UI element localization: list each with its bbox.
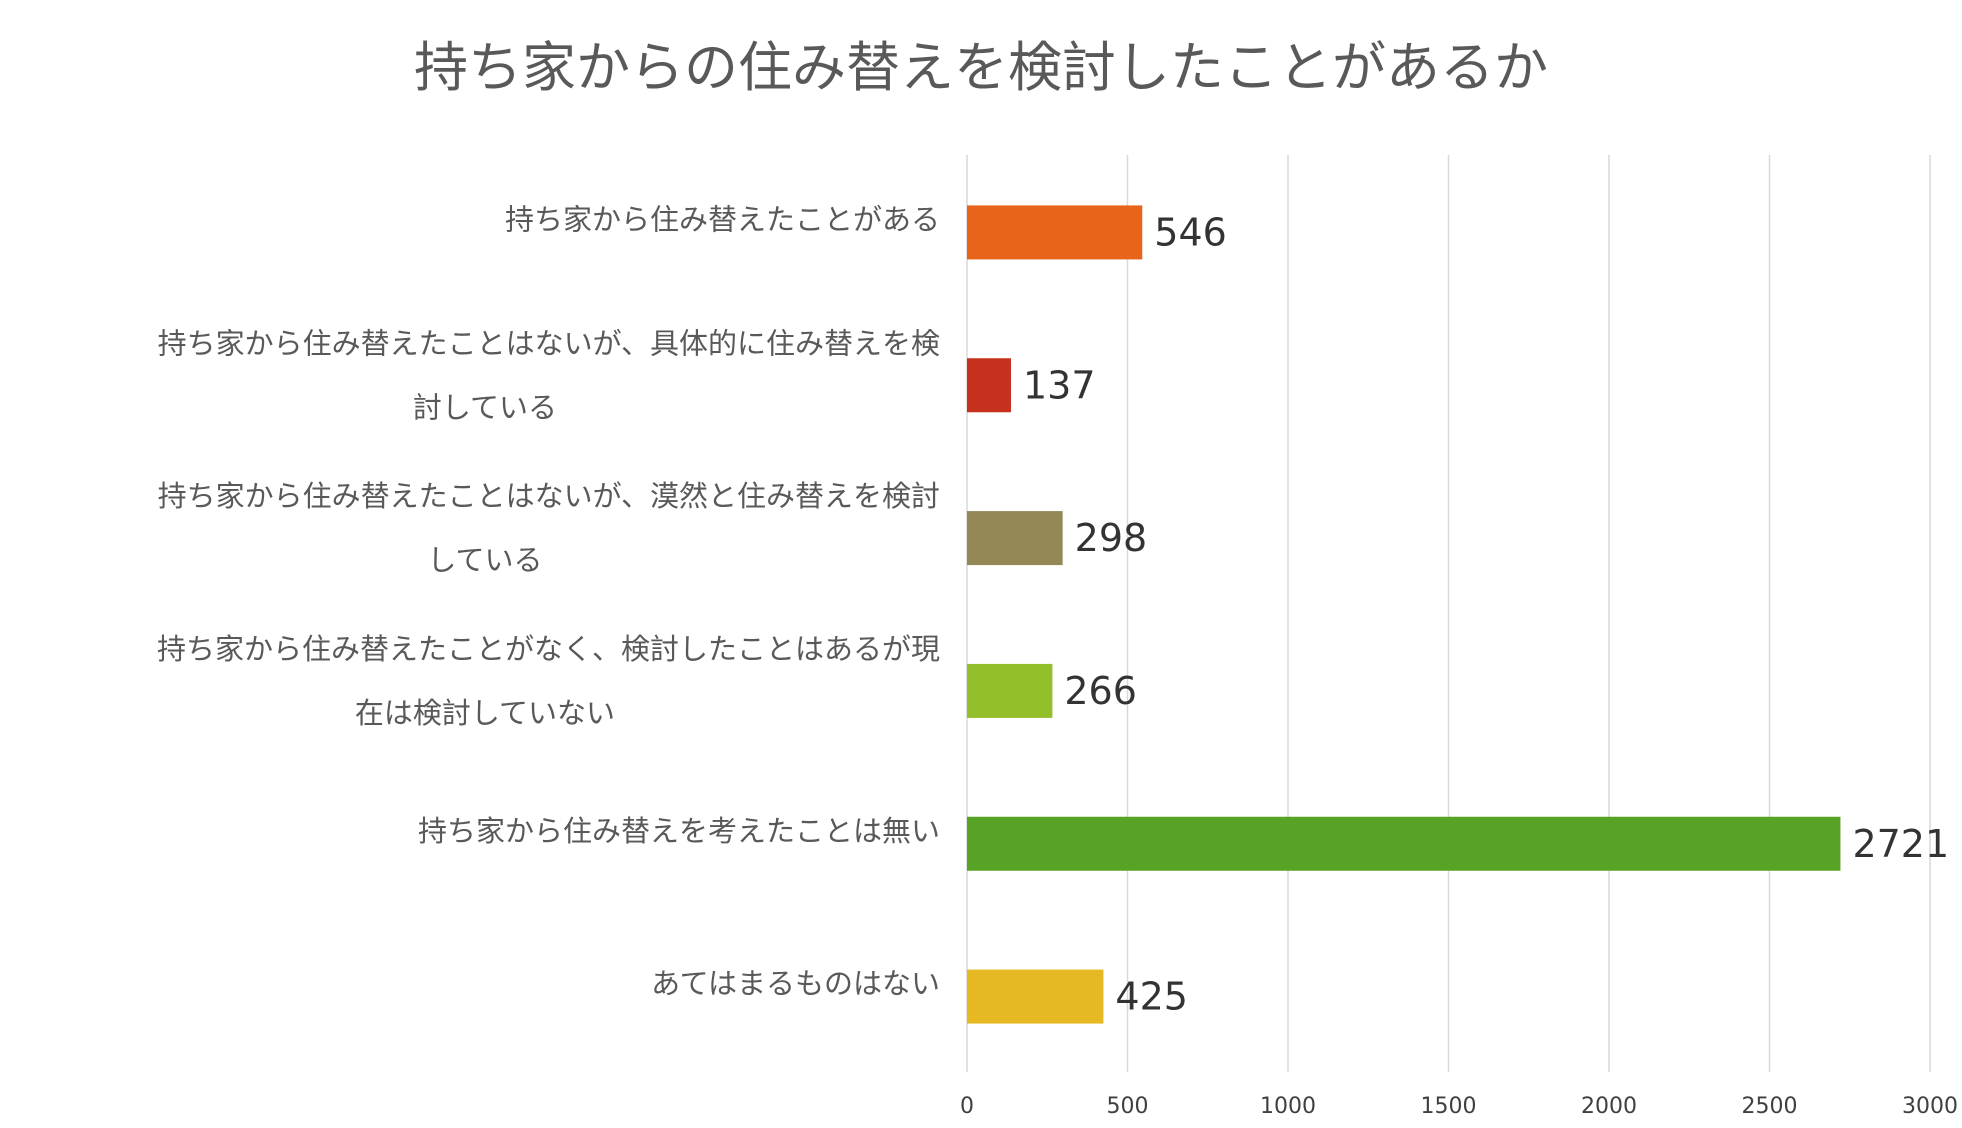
bar (967, 969, 1104, 1024)
category-labels: 持ち家から住み替えたことがある持ち家から住み替えたことはないが、具体的に住み替え… (157, 202, 940, 1000)
category-label-line1: 持ち家から住み替えたことがなく、検討したことはあるが現 (157, 632, 940, 666)
category-label-line1: 持ち家から住み替えたことはないが、漠然と住み替えを検討 (158, 479, 940, 513)
data-label: 298 (1075, 516, 1148, 560)
bar (967, 511, 1063, 566)
x-tick-label: 1500 (1421, 1094, 1477, 1119)
bar (967, 358, 1011, 413)
gridlines (966, 155, 1931, 1072)
data-labels: 546 137 298 266 2721 425 (1023, 210, 1949, 1018)
category-label-line2: 在は検討していない (355, 696, 615, 730)
bar (967, 205, 1143, 260)
bar (967, 663, 1053, 718)
x-tick-label: 2000 (1581, 1094, 1637, 1119)
x-axis-ticks: 0 500 1000 1500 2000 2500 3000 (960, 1094, 1958, 1119)
category-label-line2: している (427, 543, 542, 577)
chart-title: 持ち家からの住み替えを検討したことがあるか (414, 36, 1548, 99)
data-label: 2721 (1852, 822, 1949, 866)
bar (967, 816, 1841, 871)
x-tick-label: 2500 (1742, 1094, 1798, 1119)
bars (967, 205, 1841, 1024)
category-label-line2: 討している (413, 390, 557, 424)
data-label: 266 (1064, 669, 1137, 713)
x-tick-label: 1000 (1260, 1094, 1316, 1119)
x-tick-label: 0 (960, 1094, 974, 1119)
category-label: 持ち家から住み替えたことがある (505, 202, 940, 236)
category-label-line1: 持ち家から住み替えたことはないが、具体的に住み替えを検 (158, 326, 940, 360)
data-label: 546 (1154, 210, 1227, 254)
x-tick-label: 3000 (1902, 1094, 1958, 1119)
category-label: 持ち家から住み替えを考えたことは無い (418, 814, 940, 848)
data-label: 425 (1115, 975, 1188, 1019)
data-label: 137 (1023, 363, 1096, 407)
category-label: あてはまるものはない (651, 967, 940, 1001)
x-tick-label: 500 (1107, 1094, 1149, 1119)
